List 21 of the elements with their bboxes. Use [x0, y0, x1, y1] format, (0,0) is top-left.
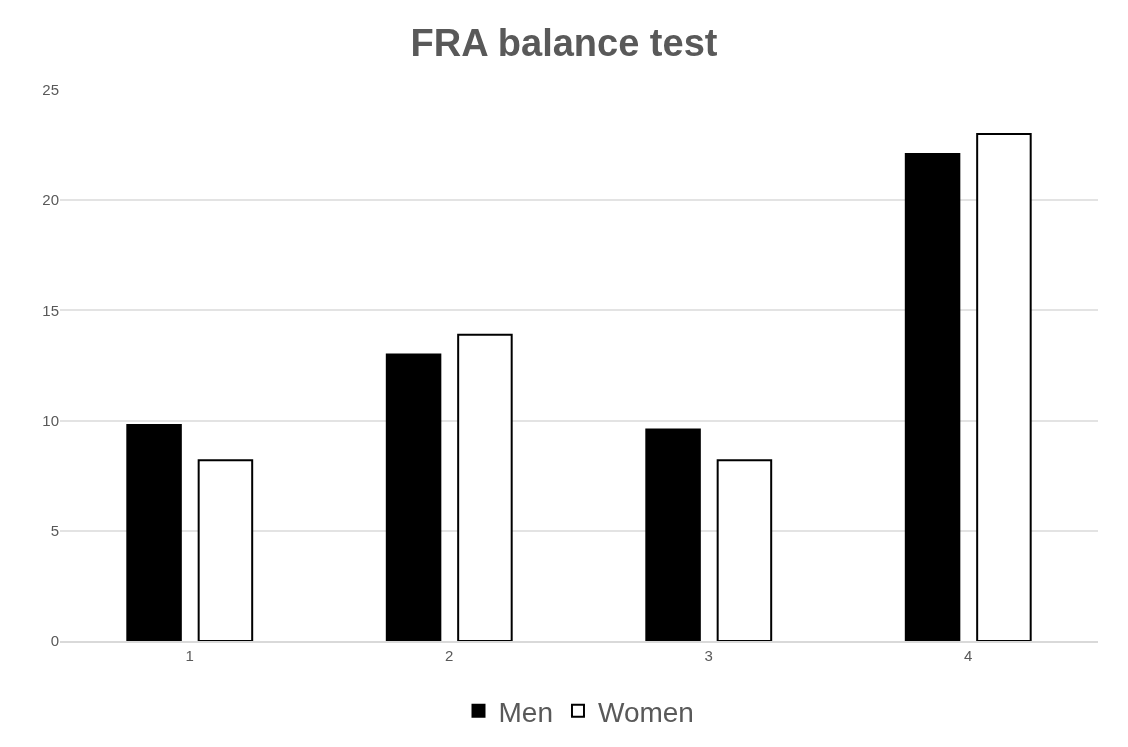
bar — [457, 333, 513, 641]
chart-title: FRA balance test — [410, 22, 718, 65]
x-tick-label: 1 — [185, 646, 194, 664]
bar — [645, 428, 701, 641]
y-tick-label: 25 — [42, 81, 59, 99]
bar — [197, 459, 254, 641]
x-tick-label: 2 — [445, 646, 454, 664]
bar — [904, 152, 961, 641]
y-tick-label: 15 — [42, 301, 59, 319]
legend-label: Women — [597, 696, 694, 728]
bar — [385, 353, 442, 641]
bar — [976, 133, 1032, 641]
y-tick-label: 20 — [42, 191, 59, 209]
y-tick-label: 0 — [50, 632, 59, 650]
bar — [126, 424, 182, 641]
legend-label: Men — [498, 696, 553, 728]
y-tick-label: 10 — [42, 411, 59, 429]
x-tick-label: 3 — [704, 646, 713, 664]
x-tick-label: 4 — [964, 646, 973, 664]
bar — [716, 459, 773, 641]
y-tick-label: 5 — [50, 522, 59, 540]
